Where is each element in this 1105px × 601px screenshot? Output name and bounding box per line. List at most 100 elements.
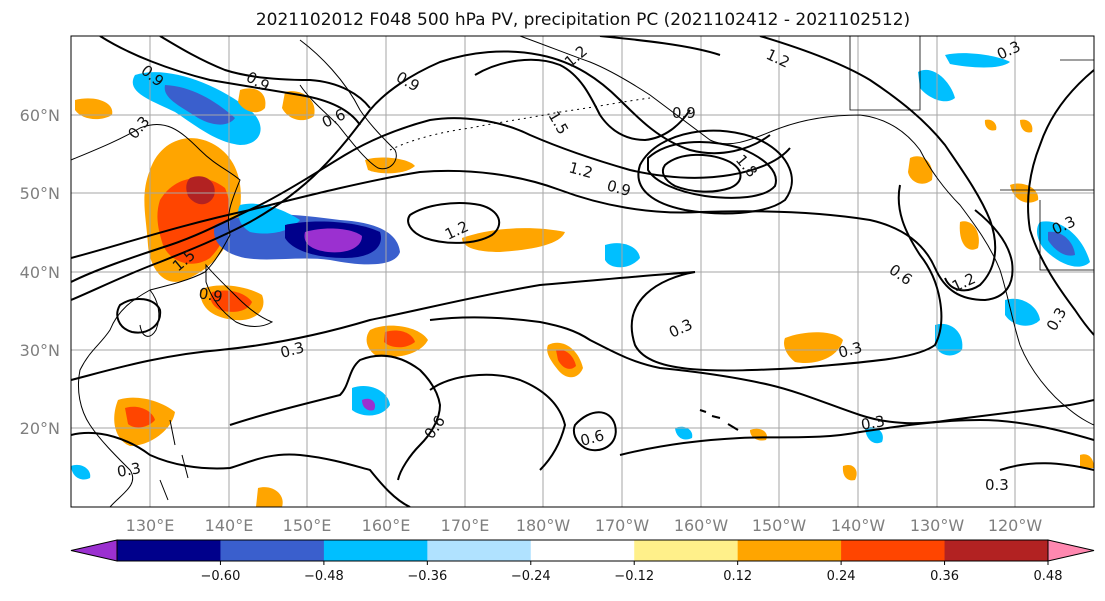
coastlines	[71, 36, 1094, 507]
coastline-hawaii	[699, 409, 739, 431]
precip-patch-purple-wpac	[362, 398, 376, 411]
precip-patch-orange-ne3	[984, 119, 997, 131]
pv-contour-1.5-loop	[637, 129, 793, 215]
map-frame	[70, 35, 1095, 508]
coastline-asia	[71, 123, 241, 507]
colorbar-tick-label: 0.36	[930, 569, 959, 584]
colorbar-segment	[737, 540, 842, 561]
contour-label: 0.3	[836, 338, 864, 362]
colorbar-segment	[841, 540, 946, 561]
contour-label: 0.9	[672, 104, 696, 122]
lon-axis: 130°E 140°E 150°E 160°E 170°E 180°W 170°…	[126, 516, 1043, 535]
precip-patch-orange-kamchatka	[238, 88, 266, 113]
pv-contour-1.2	[71, 50, 771, 301]
pv-contour-1.5	[474, 58, 691, 142]
pv-contour-0.3-mid	[429, 316, 1094, 425]
colorbar-tick-label: −0.48	[304, 569, 344, 584]
pv-contour-0.9-nw	[99, 36, 361, 126]
contour-label: 0.6	[578, 426, 606, 450]
precip-patch-darkred-ne-china	[186, 176, 215, 205]
pv-contour-0.6-east	[619, 418, 1094, 456]
colorbar-tick-label: −0.24	[511, 569, 551, 584]
colorbar-extend-high	[1047, 539, 1095, 562]
colorbar-tick-label: 0.48	[1034, 569, 1063, 584]
colorbar-segment	[427, 540, 532, 561]
lon-label: 150°E	[283, 516, 332, 535]
colorbar-segment	[117, 540, 221, 561]
pv-contour-0.6-south-loop	[572, 411, 617, 452]
map-area: 0.9 0.3 0.9 0.6 0.9 1.2 1.2 1.5 0.9 1.2 …	[71, 36, 1094, 507]
precip-patch-red-china	[125, 406, 155, 428]
precip-patch-navy-pnw	[1048, 231, 1075, 256]
lat-label: 30°N	[20, 341, 60, 360]
contour-label: 0.9	[197, 284, 224, 306]
colorbar-segment	[944, 540, 1049, 561]
coastline-alaska	[519, 36, 1094, 426]
precip-patch-orange-east	[784, 332, 843, 364]
precip-patch-red-wpac1	[384, 330, 415, 348]
precip-patch-orange-nw	[959, 221, 979, 250]
colorbar-tick-label: −0.12	[614, 569, 654, 584]
pv-contour-north-loop	[599, 36, 721, 56]
lat-axis: 60°N 50°N 40°N 30°N 20°N	[20, 106, 60, 438]
precip-patch-red-hawaii	[556, 349, 576, 369]
pv-contour-0.6-loop	[429, 373, 567, 471]
colorbar-tick-label: 0.24	[827, 569, 856, 584]
colorbar-extend-low	[70, 539, 118, 562]
precip-patch-orange-ne2	[1020, 119, 1033, 133]
colorbar: −0.60 −0.48 −0.36 −0.24 −0.12 0.12 0.24 0.36 0.4…	[70, 539, 1095, 584]
contour-label: 0.3	[860, 412, 887, 434]
colorbar-segment	[323, 540, 428, 561]
pv-contour-1.8-loop	[647, 141, 777, 199]
colorbar-frame	[116, 539, 1049, 562]
pv-contour-0.3-se	[999, 462, 1094, 471]
precip-fill-layer	[71, 53, 1094, 507]
precip-patch-blue-ne	[945, 53, 1010, 68]
pv-contour-2.1-loop	[661, 153, 742, 193]
lon-label: 140°W	[831, 516, 886, 535]
pv-contours	[71, 36, 1094, 507]
precip-patch-orange-alaska	[908, 156, 933, 184]
graticule	[71, 36, 1094, 507]
lon-label: 150°W	[752, 516, 807, 535]
map-title: 2021102012 F048 500 hPa PV, precipitatio…	[256, 10, 910, 30]
precip-patch-orange-dateline	[462, 228, 565, 252]
precip-patch-orange-wpac2	[365, 157, 415, 174]
precip-patch-orange-ph	[256, 487, 283, 507]
precip-patch-blue-south1	[675, 426, 693, 440]
pv-contour-0.3-far-south	[71, 431, 411, 507]
lat-label: 20°N	[20, 419, 60, 438]
colorbar-segment	[530, 540, 635, 561]
contour-label: 1.2	[567, 158, 595, 182]
lat-label: 60°N	[20, 106, 60, 125]
lon-label: 160°W	[674, 516, 729, 535]
coastline-korea	[139, 289, 160, 337]
lat-label: 50°N	[20, 184, 60, 203]
precip-patch-orange-farne	[1080, 454, 1094, 468]
precip-patch-blue-california	[1005, 298, 1040, 326]
precip-patch-red-japan	[210, 290, 252, 312]
lon-label: 140°E	[205, 516, 254, 535]
precip-patch-purple-kuril	[304, 228, 362, 253]
precip-patch-lightblue-kuril	[238, 203, 300, 234]
lat-label: 40°N	[20, 263, 60, 282]
lon-label: 130°E	[126, 516, 175, 535]
colorbar-tick-label: −0.60	[201, 569, 241, 584]
colorbar-tick-label: 0.12	[723, 569, 752, 584]
pv-contour-loop-sw	[116, 298, 162, 334]
precip-patch-blue-east	[935, 323, 963, 356]
pv-contour-0.9	[71, 117, 791, 283]
political-borders	[849, 36, 1094, 271]
pv-contour-0.6-nw	[159, 36, 371, 109]
lon-label: 180°W	[516, 516, 571, 535]
pv-contour-1.2-loop	[407, 202, 501, 244]
precip-patch-orange-okhotsk2	[282, 91, 315, 121]
precip-patch-orange-yellowsea	[75, 98, 113, 120]
colorbar-segment	[634, 540, 739, 561]
pv-contour-1.2-east	[759, 36, 997, 292]
precip-patch-blue-sw	[71, 464, 91, 480]
contour-label: 0.3	[278, 338, 306, 362]
lon-label: 130°W	[910, 516, 965, 535]
contour-label: 0.9	[605, 176, 633, 200]
